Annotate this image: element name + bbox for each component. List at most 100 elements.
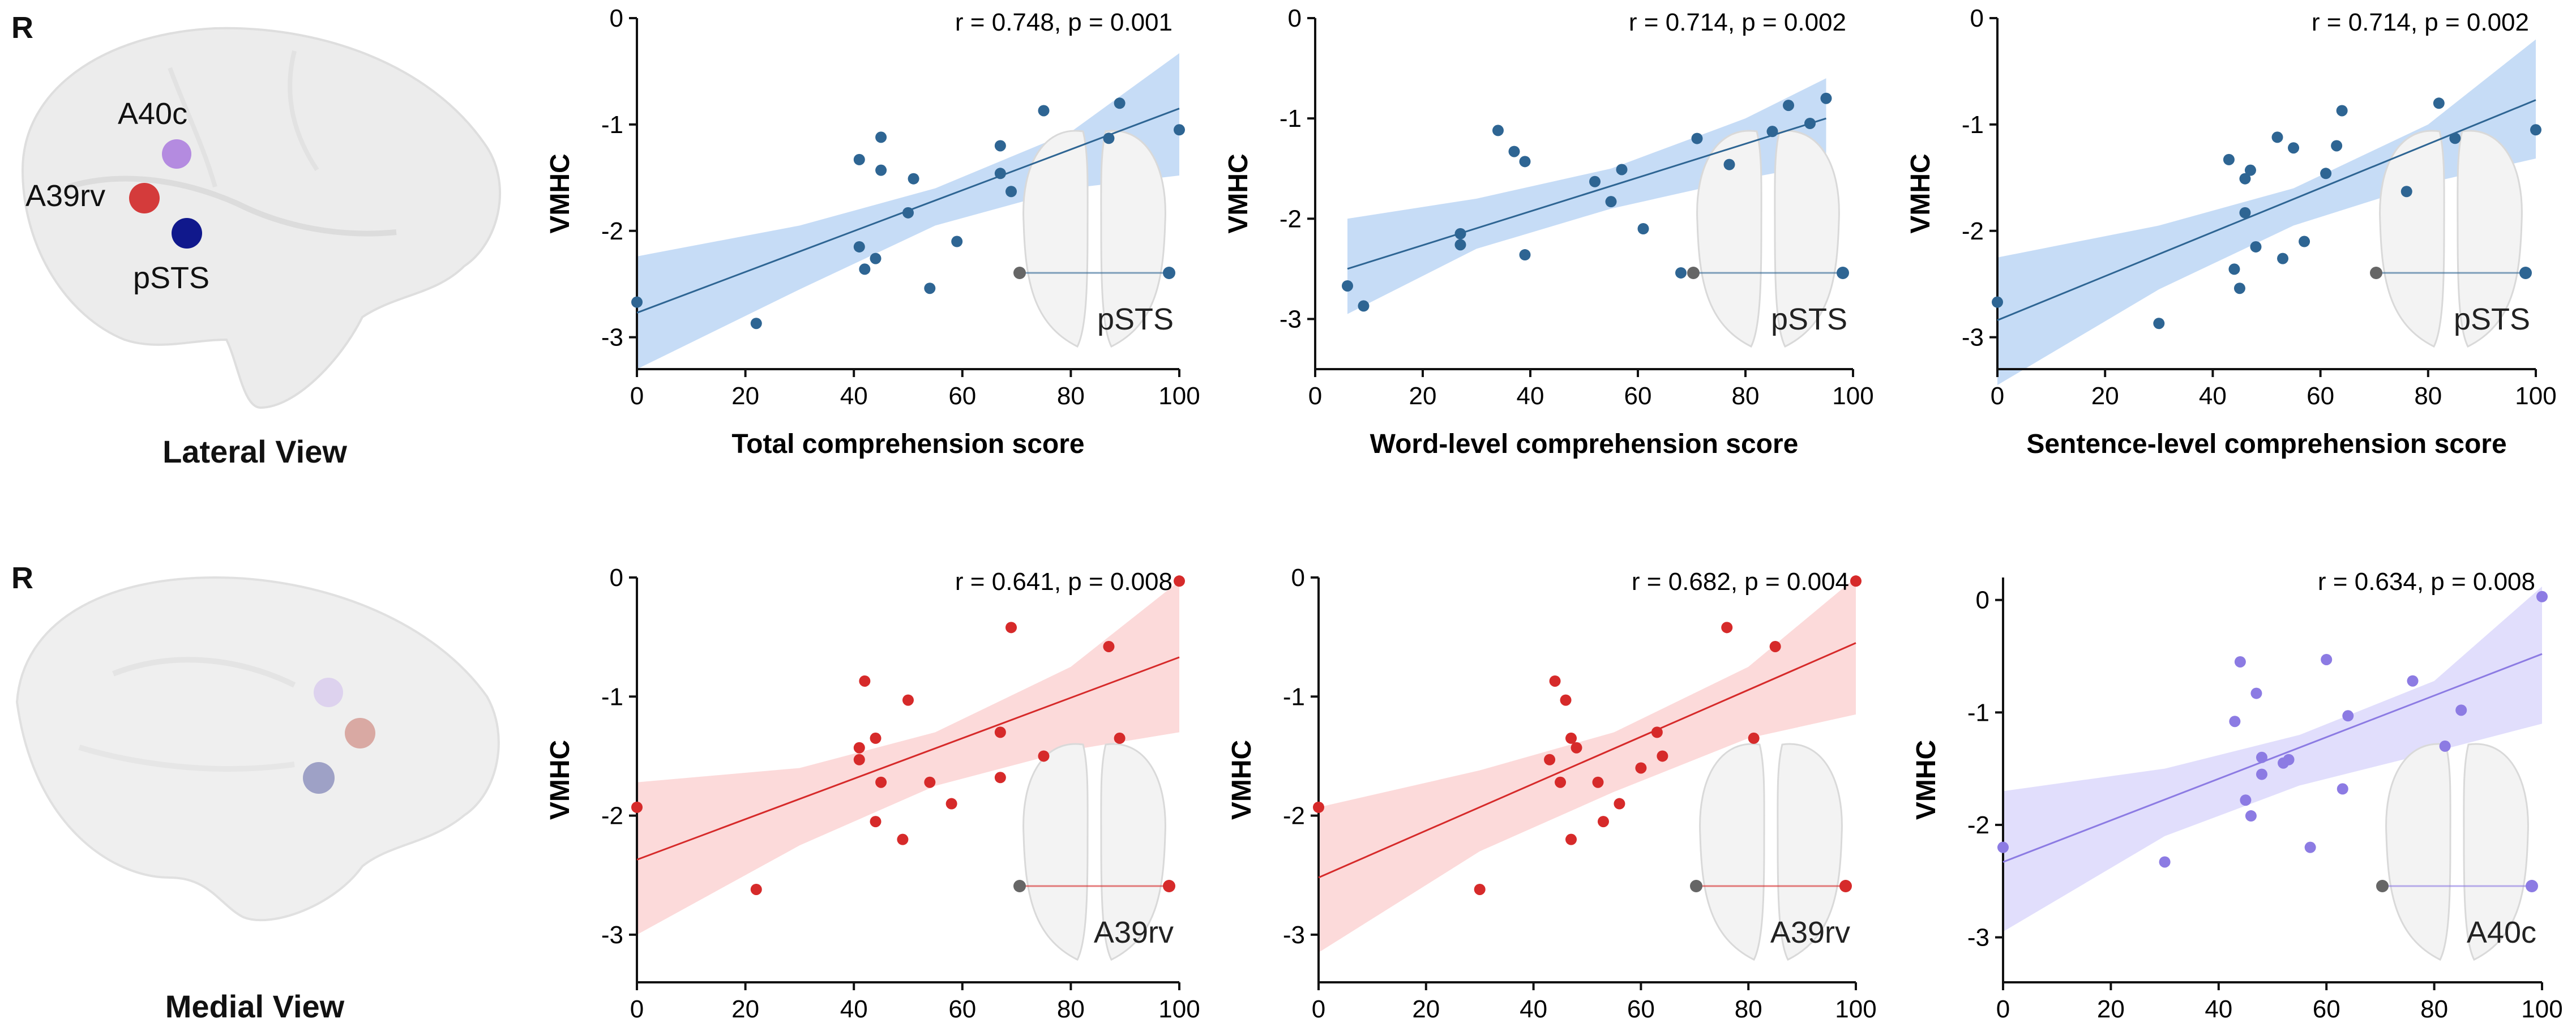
data-point: [2337, 783, 2348, 795]
y-tick-label: -3: [1962, 324, 1984, 352]
x-tick-label: 20: [2091, 382, 2119, 410]
inset-left-roi-node: [1687, 267, 1700, 279]
data-point: [1651, 726, 1663, 738]
scatter-panel-1: pSTS 0 20 40 60 80 100 0 -1 -2 -3 r = 0.748, p = 0.…: [545, 5, 1200, 459]
chart-title: r = 0.682, p = 0.004: [1632, 568, 1849, 596]
data-point: [1342, 280, 1353, 292]
data-point: [2229, 716, 2241, 728]
x-tick-label: 0: [630, 382, 644, 410]
x-tick-label: 60: [1624, 382, 1652, 410]
y-axis-label: VMHC: [1227, 740, 1257, 820]
data-point: [1657, 750, 1668, 762]
hemisphere-label: R: [11, 561, 33, 595]
y-tick-label: -1: [1280, 105, 1302, 132]
x-tick-label: 0: [1991, 382, 2004, 410]
x-tick-label: 80: [1057, 382, 1085, 410]
data-point: [1589, 176, 1601, 187]
inset-roi-label: A39rv: [1770, 916, 1850, 949]
y-tick-label: 0: [1291, 564, 1305, 592]
y-tick-label: -3: [1280, 305, 1302, 333]
data-point: [1783, 100, 1794, 112]
data-point: [2321, 653, 2333, 665]
brain-sulcus: [168, 67, 217, 188]
y-axis-label: VMHC: [545, 740, 575, 820]
data-point: [2245, 810, 2257, 822]
x-tick-label: 60: [2313, 995, 2340, 1023]
inset-right-roi-node: [2526, 880, 2538, 892]
brain-inset: A39rv: [1013, 743, 1175, 961]
x-tick-label: 40: [2199, 382, 2227, 410]
roi-psts-sphere: [172, 218, 202, 249]
x-tick-label: 60: [948, 382, 976, 410]
chart-title: r = 0.714, p = 0.002: [1629, 8, 1846, 36]
y-tick-label: 0: [1976, 587, 1989, 614]
data-point: [951, 236, 963, 247]
data-point: [1571, 742, 1582, 754]
data-point: [1723, 159, 1735, 170]
x-tick-label: 20: [2097, 995, 2125, 1023]
data-point: [2256, 751, 2267, 763]
data-point: [1313, 801, 1324, 813]
brain-inset: pSTS: [2370, 130, 2532, 348]
x-tick-label: 20: [731, 995, 759, 1023]
medial-brain-panel: R Medial View: [0, 561, 510, 1031]
data-point: [2228, 263, 2240, 275]
scatter-panel-4: A39rv 0 20 40 60 80 100 0 -1 -2 -3 r = 0.641, p = 0…: [545, 564, 1200, 1023]
x-tick-label: 40: [840, 995, 868, 1023]
data-point: [1565, 833, 1577, 845]
inset-right-roi-node: [2519, 267, 2532, 279]
data-point: [859, 675, 871, 687]
regression-line: [1347, 117, 1826, 270]
data-point: [1614, 798, 1625, 810]
confidence-band: [1997, 39, 2536, 386]
x-tick-label: 20: [1412, 995, 1440, 1023]
data-point: [1519, 156, 1531, 168]
inset-roi-label: A39rv: [1094, 916, 1174, 949]
data-point: [870, 816, 882, 828]
data-point: [1103, 640, 1115, 652]
data-point: [2250, 687, 2262, 699]
data-point: [994, 726, 1006, 738]
brain-inset-right-hemisphere: [2457, 130, 2523, 348]
data-point: [2449, 132, 2461, 144]
data-point: [902, 207, 914, 219]
y-axis-label: VMHC: [1223, 153, 1253, 233]
y-axis-label: VMHC: [1906, 153, 1936, 233]
x-tick-label: 80: [1732, 382, 1760, 410]
data-point: [1748, 732, 1760, 744]
data-point: [2223, 153, 2235, 165]
chart-title: r = 0.634, p = 0.008: [2318, 568, 2535, 596]
data-point: [1592, 776, 1604, 788]
data-point: [2331, 140, 2343, 152]
x-axis-label: Total comprehension score: [731, 429, 1084, 459]
x-axis-label: Sentence-level comprehension score: [2026, 429, 2506, 459]
data-point: [994, 140, 1006, 152]
brain-inset-right-hemisphere: [1774, 130, 1840, 348]
data-point: [1174, 575, 1185, 587]
y-tick-label: -1: [1962, 111, 1984, 139]
data-point: [1766, 126, 1778, 138]
data-point: [2320, 168, 2332, 179]
scatter-panel-5: A39rv 0 20 40 60 80 100 0 -1 -2 -3 r = 0.682, p = 0…: [1227, 564, 1877, 1023]
data-point: [897, 833, 909, 845]
y-tick-label: 0: [610, 5, 623, 32]
x-tick-label: 60: [1627, 995, 1655, 1023]
y-axis-label: VMHC: [545, 153, 575, 233]
data-point: [1103, 132, 1115, 144]
y-tick-label: -1: [601, 683, 623, 711]
inset-roi-label: A40c: [2467, 916, 2536, 949]
view-label: Lateral View: [162, 434, 347, 469]
y-axis-label: VMHC: [1911, 740, 1941, 820]
data-point: [2304, 841, 2316, 853]
inset-roi-label: pSTS: [1097, 302, 1174, 336]
inset-left-roi-node: [2370, 267, 2382, 279]
roi-a39rv-sphere: [129, 183, 160, 213]
regression-line: [2002, 653, 2543, 863]
y-tick-label: -1: [601, 111, 623, 139]
y-tick-label: -2: [1283, 802, 1305, 830]
data-point: [2433, 97, 2445, 109]
y-tick-label: -2: [601, 217, 623, 245]
data-point: [994, 168, 1006, 179]
inset-left-roi-node: [1013, 880, 1026, 892]
data-point: [853, 742, 865, 754]
